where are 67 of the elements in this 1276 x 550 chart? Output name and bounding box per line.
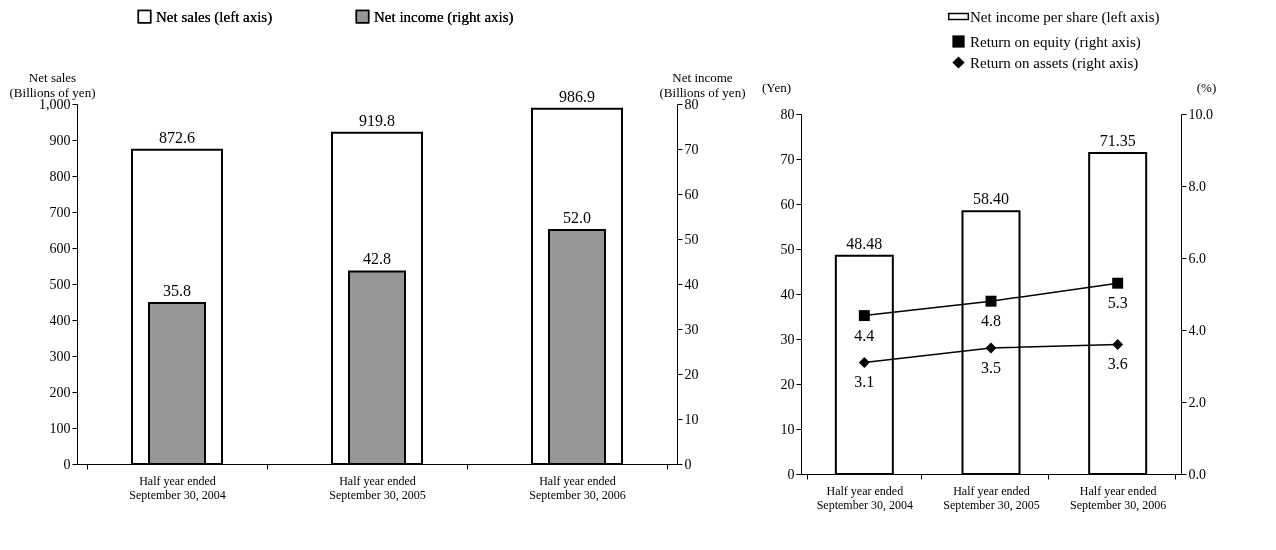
y-tick-label: 300 [49, 348, 71, 364]
y-tick-label: 20 [780, 376, 795, 392]
y2-tick-label: 10.0 [1188, 106, 1213, 122]
data-label: 919.8 [359, 111, 395, 129]
legend-label: Net income (right axis) [374, 8, 514, 26]
y2-tick-label: 70 [684, 141, 699, 157]
legend-label: Net income per share (left axis) [970, 8, 1160, 26]
y2-tick-label: 50 [684, 231, 699, 247]
point [985, 295, 997, 307]
y-axis-title: (Yen) [761, 79, 792, 95]
x-tick-label: Half year ended September 30, 2004 [816, 483, 913, 512]
y2-tick-label: 30 [684, 321, 699, 337]
y2-tick-label: 6.0 [1188, 250, 1206, 266]
data-label: 58.40 [973, 190, 1009, 208]
y-tick-label: 50 [780, 241, 795, 257]
data-label: 3.1 [854, 373, 875, 391]
x-tick-label: Half year ended September 30, 2006 [529, 473, 626, 502]
legend-label: Return on equity (right axis) [970, 33, 1141, 51]
y-tick-label: 100 [49, 420, 71, 436]
x-tick-label: Half year ended September 30, 2006 [1070, 483, 1167, 512]
x-tick-label: Half year ended September 30, 2005 [943, 483, 1040, 512]
y2-tick-label: 20 [684, 366, 699, 382]
y-tick-label: 500 [49, 276, 71, 292]
y-tick-label: 200 [49, 384, 71, 400]
y2-tick-label: 0.0 [1188, 466, 1206, 482]
y2-tick-label: 4.0 [1188, 322, 1206, 338]
y-tick-label: 10 [780, 421, 795, 437]
y2-tick-label: 10 [684, 411, 699, 427]
point [1112, 277, 1124, 289]
point [858, 356, 870, 368]
y-tick-label: 70 [780, 151, 795, 167]
y2-tick-label: 0 [684, 456, 692, 472]
y2-tick-label: 2.0 [1188, 394, 1206, 410]
data-label: 71.35 [1099, 131, 1136, 149]
data-label: 35.8 [163, 281, 191, 299]
data-label: 3.6 [1107, 355, 1128, 373]
y-tick-label: 0 [63, 456, 71, 472]
data-label: 5.3 [1107, 294, 1128, 312]
data-label: 986.9 [559, 87, 595, 105]
y-tick-label: 400 [49, 312, 71, 328]
y2-tick-label: 60 [684, 186, 699, 202]
data-label: 872.6 [159, 128, 195, 146]
data-label: 3.5 [981, 359, 1001, 376]
y2-tick-label: 8.0 [1188, 178, 1206, 194]
x-tick-label: Half year ended September 30, 2005 [329, 473, 426, 502]
y2-tick-label: 40 [684, 276, 699, 292]
point [858, 310, 870, 322]
data-label: 52.0 [563, 209, 591, 226]
y-tick-label: 900 [49, 132, 71, 148]
y-tick-label: 0 [787, 466, 795, 482]
data-label: 4.4 [854, 326, 875, 344]
point [1112, 338, 1124, 350]
y-tick-label: 600 [49, 240, 71, 256]
y-tick-label: 60 [780, 196, 795, 212]
y-tick-label: 80 [780, 106, 795, 122]
data-label: 48.48 [846, 234, 883, 252]
x-tick-label: Half year ended September 30, 2004 [129, 473, 226, 502]
point [985, 342, 997, 354]
y-tick-label: 800 [49, 168, 71, 184]
legend-label: Net sales (left axis) [156, 8, 273, 26]
data-label: 4.8 [981, 312, 1001, 330]
y-tick-label: 30 [780, 331, 795, 347]
legend-label: Return on assets (right axis) [970, 54, 1139, 72]
y2-axis-title: (%) [1196, 79, 1217, 95]
y-tick-label: 700 [49, 204, 71, 220]
data-label: 42.8 [363, 250, 391, 268]
y-tick-label: 40 [780, 286, 795, 302]
